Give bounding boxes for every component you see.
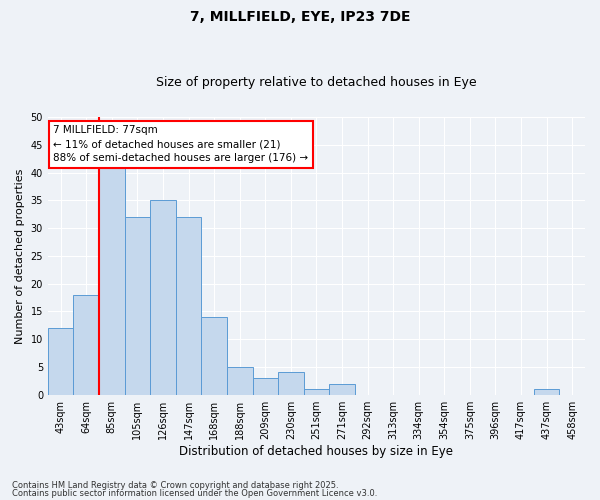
Bar [253,378,278,394]
Text: Contains HM Land Registry data © Crown copyright and database right 2025.: Contains HM Land Registry data © Crown c… [12,480,338,490]
Bar [99,167,125,394]
Bar [278,372,304,394]
Bar [304,389,329,394]
Text: 7, MILLFIELD, EYE, IP23 7DE: 7, MILLFIELD, EYE, IP23 7DE [190,10,410,24]
Bar [202,317,227,394]
Y-axis label: Number of detached properties: Number of detached properties [15,168,25,344]
Bar [73,295,99,394]
Text: Contains public sector information licensed under the Open Government Licence v3: Contains public sector information licen… [12,489,377,498]
Bar [150,200,176,394]
Bar [227,367,253,394]
Bar [176,217,202,394]
Title: Size of property relative to detached houses in Eye: Size of property relative to detached ho… [156,76,477,90]
Text: 7 MILLFIELD: 77sqm
← 11% of detached houses are smaller (21)
88% of semi-detache: 7 MILLFIELD: 77sqm ← 11% of detached hou… [53,126,308,164]
X-axis label: Distribution of detached houses by size in Eye: Distribution of detached houses by size … [179,444,454,458]
Bar [329,384,355,394]
Bar [534,389,559,394]
Bar [125,217,150,394]
Bar [48,328,73,394]
